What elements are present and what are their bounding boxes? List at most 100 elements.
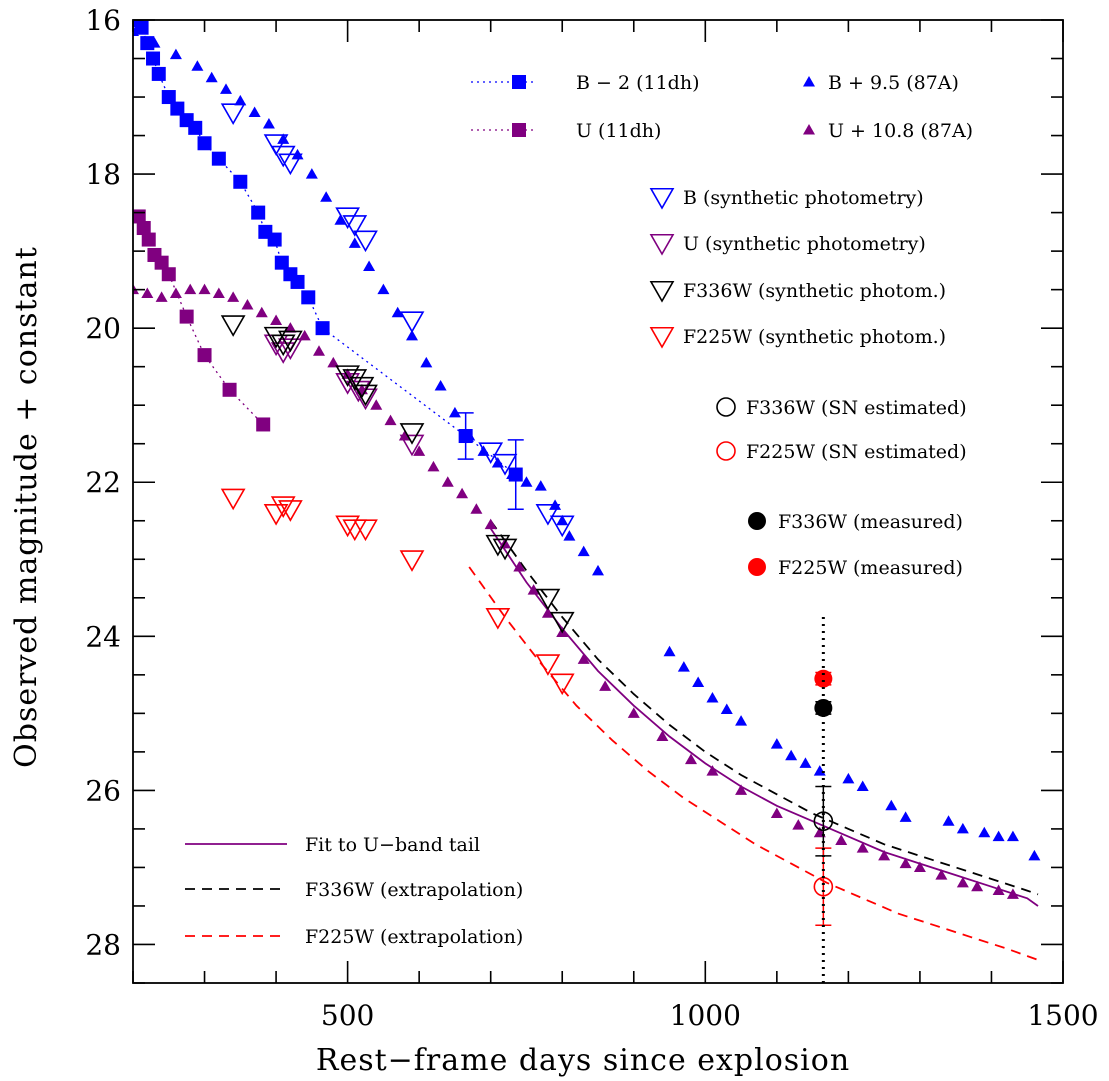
- data-point: [184, 283, 197, 295]
- data-point: [720, 703, 733, 715]
- data-point: [992, 830, 1005, 842]
- data-point: [885, 799, 898, 811]
- data-point: [255, 306, 268, 318]
- series-f225w-measured: [814, 669, 833, 688]
- curve-fit-to-u-band-tail: [489, 528, 1039, 907]
- data-point: [842, 772, 855, 784]
- legend-label: F225W (synthetic photom.): [683, 326, 946, 348]
- data-point: [136, 221, 151, 236]
- legend-label: F225W (extrapolation): [305, 926, 523, 948]
- legend-entry-u-synthetic-photometry: U (synthetic photometry): [649, 233, 926, 256]
- data-point: [878, 849, 891, 861]
- curves-layer: [468, 520, 1039, 961]
- data-point: [277, 133, 290, 144]
- data-point: [899, 811, 912, 822]
- data-point: [169, 48, 182, 60]
- data-point: [663, 645, 676, 657]
- data-point: [792, 819, 805, 830]
- legend-entry-f225w-sn-estimated: F225W (SN estimated): [716, 441, 967, 463]
- data-point: [313, 345, 325, 356]
- legend-entry-u-10-8-87a: U + 10.8 (87A): [803, 120, 973, 142]
- data-point: [599, 680, 612, 691]
- data-point: [441, 476, 454, 487]
- data-point: [513, 560, 526, 572]
- data-point: [706, 765, 719, 776]
- legend-label: F336W (extrapolation): [305, 879, 523, 901]
- data-point: [154, 255, 169, 270]
- y-tick-label: 22: [85, 466, 121, 499]
- data-point: [813, 765, 826, 776]
- data-point: [227, 291, 240, 302]
- data-point: [220, 83, 232, 94]
- y-tick-label: 26: [85, 774, 121, 807]
- data-point: [353, 519, 378, 542]
- data-point: [470, 503, 483, 514]
- series-f225w-sn-estimated: [813, 847, 834, 926]
- data-point: [549, 515, 575, 538]
- series-f225w-synthetic-photom: [220, 488, 575, 696]
- data-point: [627, 707, 640, 718]
- data-point: [971, 880, 984, 892]
- data-point: [535, 654, 561, 676]
- legend-entry-u-11dh: U (11dh): [471, 120, 661, 142]
- legend-marker: [649, 326, 675, 349]
- data-point: [256, 417, 271, 432]
- data-point: [133, 25, 139, 37]
- data-point: [384, 414, 397, 426]
- data-point: [298, 329, 311, 341]
- data-point: [233, 174, 248, 189]
- data-point: [278, 330, 303, 353]
- data-point: [377, 283, 390, 295]
- data-point: [267, 232, 282, 247]
- data-point: [1006, 830, 1019, 842]
- y-tick-label: 28: [85, 928, 121, 961]
- legend-label: U (11dh): [576, 120, 661, 142]
- data-point: [241, 299, 254, 310]
- series-u-10-8-87a: [133, 283, 1019, 899]
- data-point: [549, 611, 575, 634]
- data-point: [427, 460, 440, 472]
- legend-entry-b-synthetic-photometry: B (synthetic photometry): [649, 187, 924, 210]
- data-point: [856, 780, 869, 792]
- data-point: [315, 321, 330, 336]
- data-point: [814, 698, 833, 717]
- data-point: [179, 309, 194, 324]
- data-point: [535, 504, 561, 526]
- data-point: [342, 369, 368, 391]
- curve-f336w-extrapolation: [489, 520, 1039, 896]
- data-point: [274, 255, 289, 270]
- data-point: [956, 822, 969, 834]
- data-point: [370, 399, 383, 410]
- data-point: [563, 530, 576, 541]
- data-point: [899, 857, 912, 869]
- data-point: [220, 488, 246, 511]
- legend-entry-f225w-synthetic-photom: F225W (synthetic photom.): [649, 326, 946, 349]
- data-point: [592, 564, 604, 576]
- data-point: [284, 322, 297, 333]
- data-point: [935, 869, 948, 880]
- data-point: [541, 607, 554, 618]
- data-point: [234, 94, 247, 106]
- data-point: [151, 66, 166, 81]
- data-point: [155, 291, 168, 302]
- data-point: [148, 37, 161, 48]
- legend-marker: [803, 76, 815, 87]
- data-point: [211, 151, 226, 166]
- x-axis-title: Rest−frame days since explosion: [316, 1043, 850, 1078]
- data-point: [484, 518, 497, 530]
- data-point: [399, 311, 425, 334]
- data-point: [278, 500, 303, 522]
- legend-entry-f336w-measured: F336W (measured): [748, 511, 963, 533]
- data-point: [434, 379, 447, 391]
- plot-frame: [132, 19, 1064, 984]
- data-point: [770, 807, 783, 819]
- data-point: [188, 120, 203, 135]
- legend-label: U (synthetic photometry): [683, 233, 926, 255]
- data-point: [212, 287, 225, 298]
- data-point: [270, 145, 296, 168]
- legend-label: F225W (measured): [778, 557, 963, 579]
- series-f336w-synthetic-photom: [220, 315, 575, 634]
- data-point: [278, 338, 303, 361]
- legend-entry-f225w-extrapolation: F225W (extrapolation): [185, 926, 523, 948]
